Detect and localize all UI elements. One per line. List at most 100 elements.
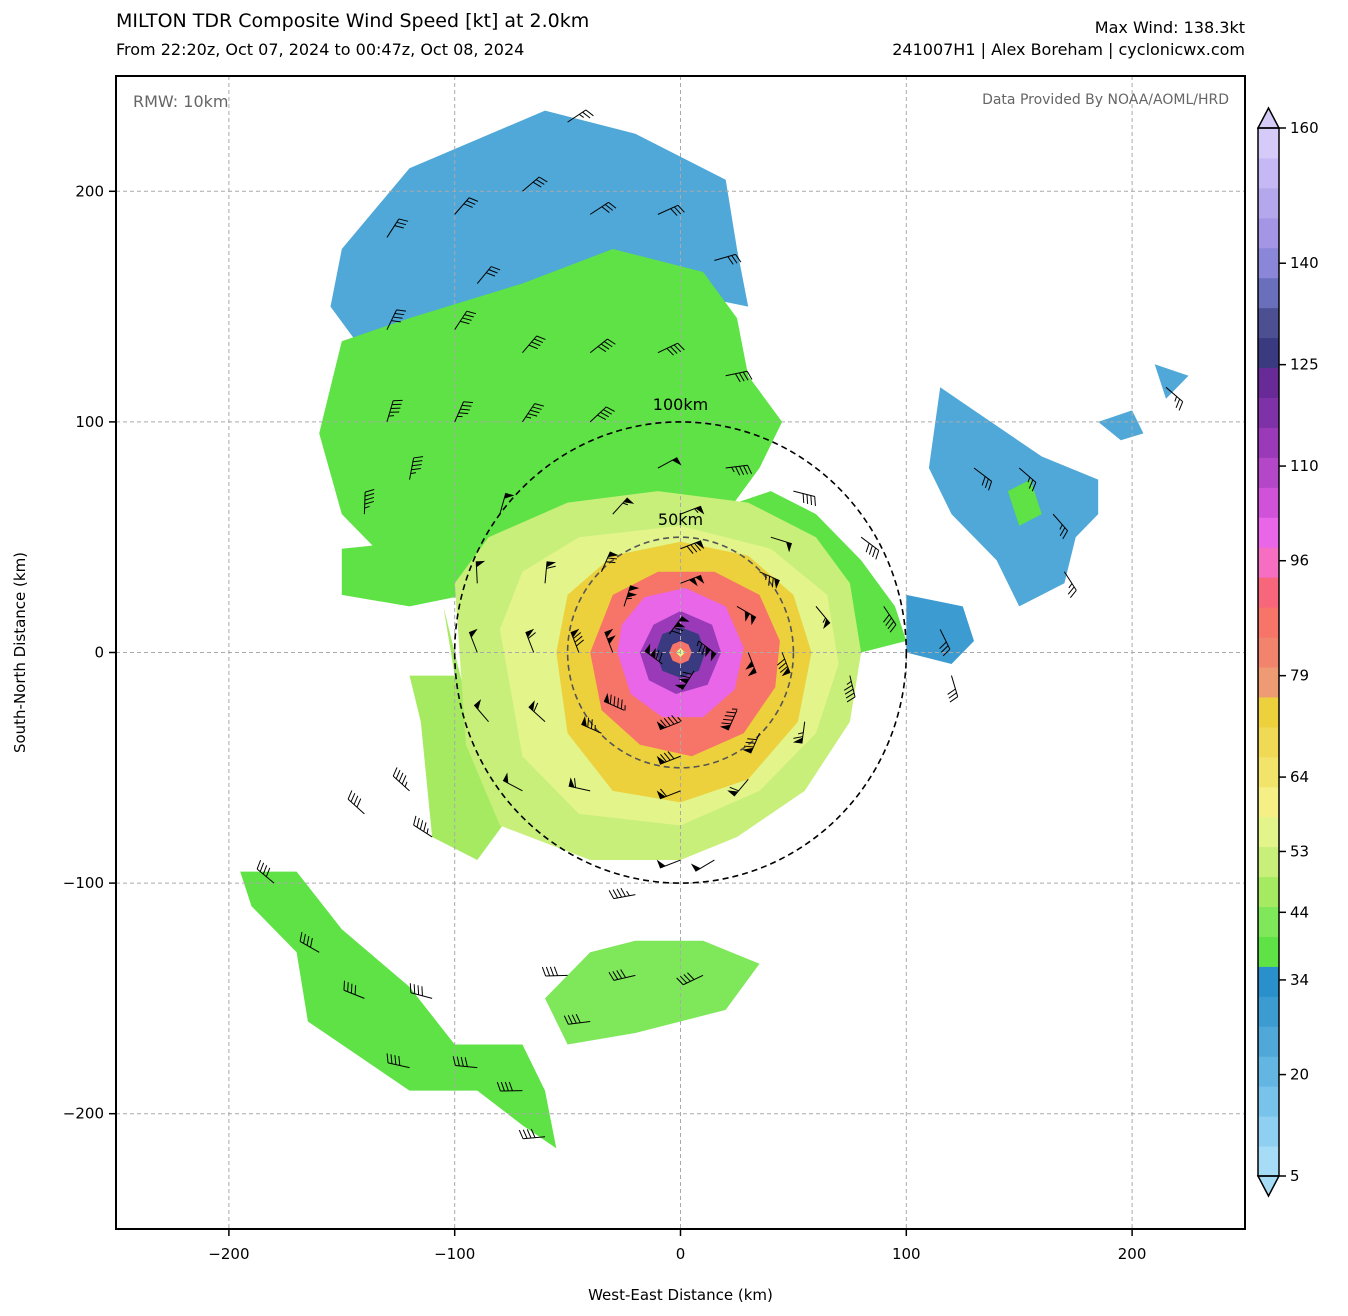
barb-full [948,692,957,699]
colorbar-tick-label: 34 [1290,971,1309,989]
barb-flag [823,618,831,630]
x-tick-label: −200 [208,1245,249,1263]
barb-full [727,256,734,265]
wind-barb [299,931,320,953]
barb-flag [570,628,580,638]
barb-full [356,798,362,808]
colorbar-extend-bottom [1256,1175,1281,1198]
barb-flag [695,506,705,515]
barb-flag [474,699,482,710]
wind-barb [777,652,791,677]
barb-full [690,544,698,553]
colorbar-segment [1258,637,1279,668]
barb-full [310,937,313,948]
barb-half [626,890,630,896]
barb-full [846,696,856,703]
barb-full [742,371,749,381]
wind-barb [570,628,584,653]
barb-full [412,460,423,463]
wind-barb [496,1081,523,1092]
barb-full [667,716,675,725]
barb-full [735,254,742,263]
barb-full [845,692,855,699]
barb-full [663,718,671,726]
barb-full [546,565,556,569]
colorbar-segment [1258,1146,1279,1177]
barb-half [622,502,629,506]
barb-full [538,176,548,183]
barb-flag [710,650,717,662]
barb-flag [745,660,754,670]
barb-full [673,344,682,353]
colorbar-tick-label: 160 [1290,119,1319,137]
colorbar-segment [1258,487,1279,518]
barb-full [531,341,541,347]
barb-staff [860,536,880,551]
wind-barb [860,536,880,560]
wind-barb [386,218,409,238]
colorbar-segment [1258,1026,1279,1057]
wind-barb [680,505,705,515]
barb-full [458,412,469,415]
barb-full [532,406,542,410]
barb-full [1062,530,1069,540]
wind-barb [690,859,715,872]
barb-full [779,666,788,673]
barb-full [620,699,623,709]
wind-region [409,606,512,860]
barb-full [460,1056,464,1067]
barb-full [464,314,474,318]
barb-staff [695,859,715,872]
wind-barb [680,540,705,554]
barb-flag [656,790,666,799]
barb-full [670,208,678,216]
barb-full [984,478,989,489]
barb-full [398,218,409,222]
barb-flag [528,700,535,711]
barb-full [364,496,375,501]
barb-full [468,197,479,202]
barb-full [941,645,949,653]
barb-full [723,718,733,721]
barb-full [587,717,590,728]
barb-flag [656,755,666,765]
colorbar-tick-label: 79 [1290,667,1309,685]
barb-full [698,643,703,653]
barb-full [942,648,951,657]
barb-full [865,543,870,553]
wind-barb [518,1128,546,1140]
wind-barb [502,772,523,792]
barb-full [350,792,356,803]
barb-flag [786,541,792,553]
barb-full [1031,482,1037,492]
colorbar-segment [1258,846,1279,878]
barb-flag [688,577,698,587]
wind-barb [623,585,640,607]
grid [116,76,1245,1229]
barb-flag [744,610,750,622]
wind-barb [452,1056,478,1069]
wind-barb [656,859,681,869]
wind-barb [468,628,478,653]
barb-flag [678,616,690,622]
barb-full [676,977,684,986]
barb-full [303,933,306,944]
barb-full [600,343,610,350]
colorbar-tick-label: 64 [1290,768,1309,786]
barb-staff [659,859,681,869]
chart-title: MILTON TDR Composite Wind Speed [kt] at … [116,10,590,32]
barb-full [413,815,417,826]
barb-full [721,722,731,725]
barb-full [663,752,671,761]
wind-barb [499,492,515,515]
barb-full [671,715,679,724]
barb-flag [656,859,666,869]
barb-full [390,1054,393,1064]
wind-barb [386,309,407,330]
barb-full [814,496,816,507]
barb-full [590,719,593,729]
wind-barb [589,406,615,423]
barb-full [597,346,607,353]
barb-full [1059,527,1066,537]
wind-barb [525,628,536,653]
